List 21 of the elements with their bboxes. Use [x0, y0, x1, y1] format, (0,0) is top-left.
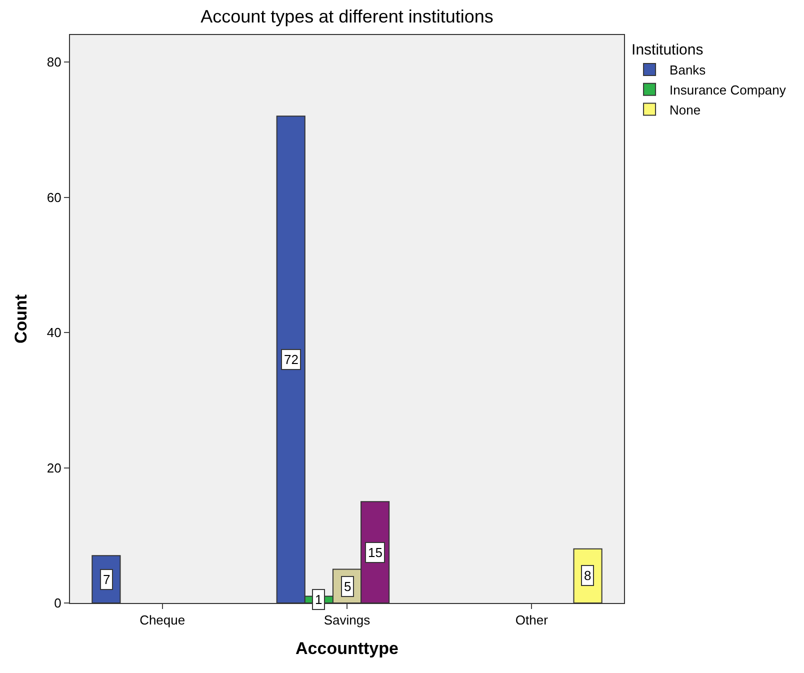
- legend-title: Institutions: [632, 42, 704, 58]
- legend-label: Banks: [670, 62, 706, 78]
- y-tick-label: 60: [46, 190, 62, 205]
- x-axis-title: Accounttype: [296, 639, 398, 658]
- legend-label: Insurance Company: [670, 82, 786, 98]
- chart-title: Account types at different institutions: [200, 6, 494, 27]
- data-label: 72: [284, 352, 298, 367]
- data-label: 1: [315, 592, 322, 607]
- y-tick-label: 20: [46, 460, 62, 476]
- y-tick-label: 40: [46, 325, 62, 340]
- y-tick-label: 80: [46, 54, 62, 70]
- x-tick-label: Savings: [324, 612, 371, 628]
- data-label: 15: [368, 545, 382, 560]
- y-axis-title: Count: [11, 294, 30, 344]
- x-tick-label: Cheque: [140, 612, 186, 628]
- y-tick-label: 0: [54, 596, 62, 611]
- data-label: 8: [584, 568, 592, 583]
- x-tick-label: Other: [515, 612, 549, 628]
- data-label: 5: [344, 579, 352, 594]
- legend-label: None: [670, 102, 701, 118]
- data-label: 7: [103, 572, 110, 587]
